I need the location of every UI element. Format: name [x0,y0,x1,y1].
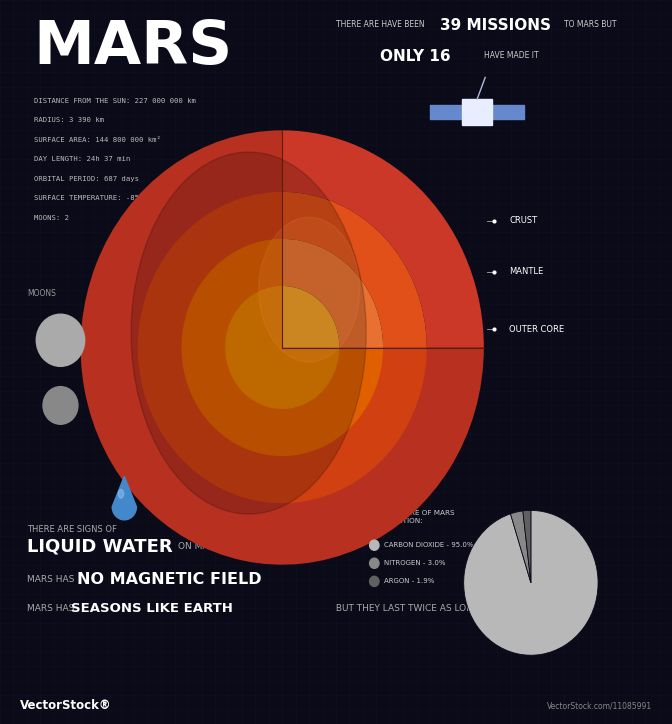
Text: SURFACE AREA: 144 800 000 km²: SURFACE AREA: 144 800 000 km² [34,137,161,143]
Text: THERE ARE SIGNS OF: THERE ARE SIGNS OF [27,526,117,534]
Text: THERE ARE HAVE BEEN: THERE ARE HAVE BEEN [336,20,425,29]
Text: RADIUS: 3 390 km: RADIUS: 3 390 km [34,117,103,123]
Circle shape [43,387,78,424]
Text: VectorStock®: VectorStock® [20,699,112,712]
Wedge shape [282,239,383,348]
Polygon shape [462,99,492,125]
Wedge shape [282,286,339,348]
Text: SEASONS LIKE EARTH: SEASONS LIKE EARTH [71,602,233,615]
Wedge shape [181,239,383,456]
Text: DAY LENGTH: 24h 37 min: DAY LENGTH: 24h 37 min [34,156,130,162]
Text: MOONS: MOONS [27,289,56,298]
Wedge shape [511,511,531,583]
Text: ORBITAL PERIOD: 687 days: ORBITAL PERIOD: 687 days [34,176,138,182]
Wedge shape [464,510,598,655]
Wedge shape [225,286,339,409]
Wedge shape [523,510,531,583]
Polygon shape [430,105,462,119]
Ellipse shape [259,217,360,362]
Wedge shape [282,130,484,348]
Text: ON MARS: ON MARS [178,542,220,551]
Ellipse shape [131,152,366,514]
Circle shape [370,540,379,550]
Text: SURFACE TEMPERATURE: -85 to 20°C: SURFACE TEMPERATURE: -85 to 20°C [34,195,173,201]
Text: HAVE MADE IT: HAVE MADE IT [484,51,538,59]
Text: DISTANCE FROM THE SUN: 227 000 000 km: DISTANCE FROM THE SUN: 227 000 000 km [34,98,196,104]
Text: LIQUID WATER: LIQUID WATER [27,538,173,555]
Text: NO MAGNETIC FIELD: NO MAGNETIC FIELD [77,572,262,586]
Text: OUTER CORE: OUTER CORE [509,325,564,334]
Wedge shape [81,130,484,565]
Text: MARS HAS: MARS HAS [27,604,77,613]
Ellipse shape [118,489,124,498]
Text: MARS HAS: MARS HAS [27,575,77,584]
Circle shape [370,576,379,586]
Polygon shape [112,476,136,520]
Text: VectorStock.com/11085991: VectorStock.com/11085991 [547,702,652,710]
Text: CARBON DIOXIDE - 95.0%: CARBON DIOXIDE - 95.0% [384,542,474,548]
Text: MARS: MARS [34,18,233,77]
Text: ATMOSPHERE OF MARS
COMPOSITION:: ATMOSPHERE OF MARS COMPOSITION: [370,510,454,524]
Text: CRUST: CRUST [509,216,538,225]
Text: TO MARS BUT: TO MARS BUT [564,20,617,29]
Text: NITROGEN - 3.0%: NITROGEN - 3.0% [384,560,446,566]
Text: MOONS: 2: MOONS: 2 [34,215,69,221]
Circle shape [36,314,85,366]
Text: MANTLE: MANTLE [509,267,544,276]
Text: DEIMOS: DEIMOS [88,401,122,410]
Text: ARGON - 1.9%: ARGON - 1.9% [384,578,435,584]
Wedge shape [138,192,427,503]
Text: PHOBOS: PHOBOS [95,336,130,345]
Wedge shape [282,192,427,348]
Polygon shape [492,105,524,119]
Circle shape [370,558,379,568]
Text: 39 MISSIONS: 39 MISSIONS [440,18,551,33]
Text: ONLY 16: ONLY 16 [380,49,450,64]
Text: BUT THEY LAST TWICE AS LONG: BUT THEY LAST TWICE AS LONG [333,604,480,613]
